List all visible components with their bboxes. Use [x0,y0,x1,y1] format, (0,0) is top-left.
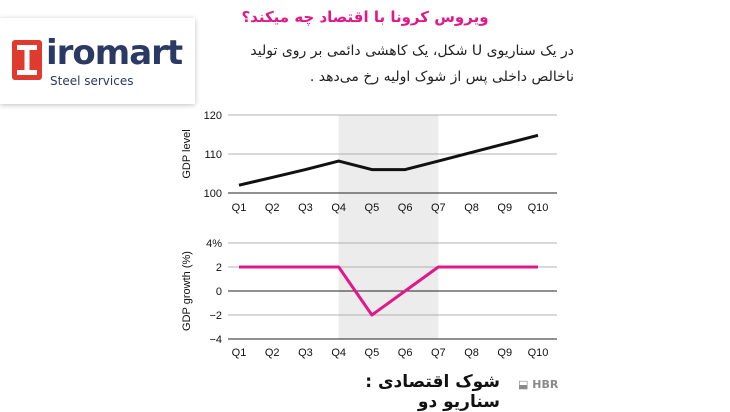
x-tick-label: Q10 [528,347,549,359]
x-tick-label: Q1 [232,202,247,214]
series-line [238,133,539,187]
subtitle-line-2: ناخالص داخلی پس از شوک اولیه رخ می‌دهد . [309,69,574,85]
x-tick-label: Q2 [265,202,280,214]
source-text: HBR [532,378,559,391]
y-tick-label: 2 [216,262,222,274]
x-tick-label: Q9 [497,347,512,359]
y-tick-label: 110 [204,149,222,161]
x-tick-label: Q2 [265,347,280,359]
logo-card: iromart Steel services [0,18,195,104]
x-tick-label: Q5 [365,347,380,359]
y-tick-label: −4 [209,334,222,346]
x-tick-label: Q4 [331,347,346,359]
x-tick-label: Q1 [232,347,247,359]
x-tick-label: Q4 [331,202,346,214]
subtitle-line-1: در یک سناریوی U شکل، یک کاهشی دائمی بر ر… [250,43,574,59]
y-tick-label: −2 [209,310,222,322]
x-tick-label: Q3 [298,347,313,359]
y-axis-label: GDP level [181,129,193,178]
x-tick-label: Q6 [398,347,413,359]
source-label: ⬓ HBR [518,378,558,391]
series-line [239,265,538,317]
x-tick-label: Q9 [497,202,512,214]
footer-title: شوک اقتصادی : سناریو دو [365,372,500,412]
x-tick-label: Q3 [298,202,313,214]
x-tick-label: Q6 [398,202,413,214]
shock-period-band [338,115,439,339]
x-tick-label: Q8 [464,202,479,214]
y-tick-label: 120 [204,110,222,122]
y-tick-label: 100 [204,188,222,200]
x-tick-label: Q8 [464,347,479,359]
x-tick-label: Q5 [365,202,380,214]
headline: ویروس کرونا با اقتصاد چه میکند؟ [241,8,489,26]
x-tick-label: Q7 [431,347,446,359]
y-axis-label: GDP growth (%) [181,251,193,331]
x-tick-label: Q7 [431,202,446,214]
logo-brand: iromart [46,33,183,73]
y-tick-label: 0 [216,286,222,298]
hbr-icon: ⬓ [518,378,533,391]
subtitle: در یک سناریوی U شکل، یک کاهشی دائمی بر ر… [196,38,574,90]
iromart-logo-icon [12,40,42,80]
y-tick-label: 4% [206,238,222,250]
logo-tagline: Steel services [50,74,134,88]
x-tick-label: Q10 [528,202,549,214]
